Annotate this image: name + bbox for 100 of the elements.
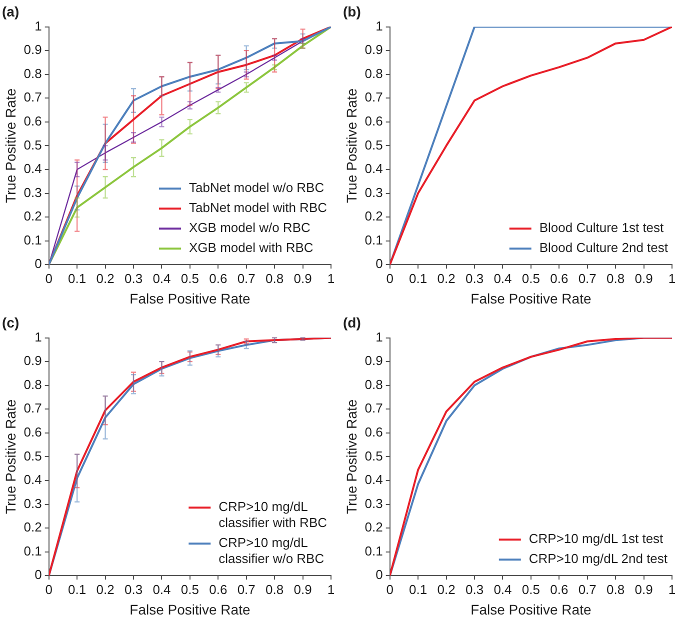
point [300, 42, 306, 49]
x-tick-label: 0.8 [266, 582, 284, 597]
x-tick-label: 0.9 [294, 270, 312, 286]
y-axis-title: True Positive Rate [2, 88, 18, 204]
y-tick-label: 1 [376, 329, 383, 344]
chart-title: (d) [343, 314, 361, 330]
x-tick-label: 1 [327, 582, 335, 597]
y-tick-label: 0.6 [24, 424, 42, 440]
x-tick-label: 0.3 [465, 270, 484, 286]
y-tick-label: 0.3 [364, 496, 383, 511]
x-tick-label: 0.1 [409, 270, 428, 286]
x-axis-title: False Positive Rate [130, 601, 250, 618]
y-axis-title: True Positive Rate [343, 399, 360, 514]
y-tick-label: 0.5 [364, 137, 383, 152]
y-tick-label: 0.3 [24, 496, 42, 511]
y-tick-label: 0.4 [24, 161, 42, 176]
y-tick-label: 0.5 [24, 448, 42, 464]
x-tick-label: 0.4 [152, 270, 171, 286]
x-tick-label: 0.5 [180, 582, 199, 597]
chart-title: (a) [2, 3, 20, 20]
y-tick-label: 0.7 [364, 90, 383, 105]
legend-label: XGB model w/o RBC [189, 220, 310, 236]
x-axis-title: False Positive Rate [130, 290, 250, 306]
y-tick-label: 0.2 [364, 208, 383, 224]
y-tick-label: 0.1 [364, 232, 383, 248]
y-tick-label: 0.1 [24, 232, 42, 248]
y-tick-label: 0.8 [364, 66, 383, 81]
x-tick-label: 0.6 [550, 582, 568, 597]
y-tick-label: 1 [376, 18, 383, 34]
y-tick-label: 0.8 [364, 376, 383, 392]
y-tick-label: 0.7 [364, 400, 383, 416]
x-tick-label: 0.7 [578, 270, 596, 286]
chart-title: (c) [2, 314, 20, 330]
x-tick-label: 0.8 [606, 582, 625, 597]
legend-label: Blood Culture 2nd test [539, 240, 668, 256]
x-axis-title: False Positive Rate [470, 290, 592, 306]
y-tick-label: 0.8 [24, 66, 42, 81]
y-tick-label: 0.2 [364, 520, 383, 535]
y-tick-label: 0.2 [24, 520, 42, 535]
legend-label: XGB model with RBC [189, 240, 314, 256]
x-tick-label: 1 [668, 270, 676, 286]
x-tick-label: 0.5 [522, 582, 540, 597]
x-tick-label: 0.3 [465, 582, 484, 597]
x-tick-label: 0 [386, 270, 394, 286]
y-tick-label: 0.5 [24, 137, 42, 152]
x-tick-label: 0.3 [124, 582, 143, 597]
x-tick-label: 0.1 [68, 270, 86, 286]
legend-label: TabNet model w/o RBC [189, 180, 324, 196]
y-tick-label: 0.8 [24, 376, 42, 392]
legend-label: TabNet model with RBC [189, 200, 327, 216]
y-tick-label: 0.6 [364, 424, 383, 440]
x-tick-label: 0.9 [294, 582, 312, 597]
y-tick-label: 0.3 [364, 184, 383, 200]
x-tick-label: 0.1 [68, 582, 86, 597]
x-tick-label: 0.4 [152, 582, 171, 597]
x-tick-label: 0 [45, 270, 52, 286]
x-tick-label: 0.4 [494, 270, 512, 286]
legend-label: CRP>10 mg/dL classifier w/o RBC [218, 535, 324, 566]
x-tick-label: 0.2 [96, 270, 114, 286]
y-tick-label: 1 [34, 329, 42, 344]
x-tick-label: 0.5 [522, 270, 540, 286]
x-tick-label: 0.8 [606, 270, 625, 286]
y-tick-label: 0.1 [24, 543, 42, 558]
x-tick-label: 0.6 [550, 270, 568, 286]
x-tick-label: 0.1 [409, 582, 428, 597]
y-tick-label: 1 [34, 18, 42, 34]
legend-label: Blood Culture 1st test [539, 220, 664, 236]
y-tick-label: 0.9 [24, 353, 42, 368]
y-tick-label: 0 [376, 256, 383, 272]
y-tick-label: 0.4 [364, 161, 383, 176]
y-tick-label: 0.5 [364, 448, 383, 464]
x-tick-label: 0.8 [266, 270, 284, 286]
y-axis-title: True Positive Rate [343, 88, 360, 204]
x-tick-label: 0.7 [237, 270, 256, 286]
legend-label: CRP>10 mg/dL classifier with RBC [218, 499, 328, 530]
y-tick-label: 0.1 [364, 543, 383, 558]
y-tick-label: 0.4 [364, 472, 383, 488]
chart-title: (b) [343, 3, 361, 20]
x-tick-label: 0 [386, 582, 394, 597]
y-tick-label: 0.4 [24, 472, 42, 488]
y-axis-title: True Positive Rate [2, 399, 18, 514]
legend-label: CRP>10 mg/dL 1st test [528, 531, 664, 546]
x-tick-label: 0.9 [634, 582, 653, 597]
x-axis-title: False Positive Rate [470, 601, 592, 618]
x-tick-label: 0.9 [634, 270, 653, 286]
y-tick-label: 0.9 [364, 42, 383, 58]
x-tick-label: 0.2 [96, 582, 114, 597]
y-tick-label: 0 [34, 567, 42, 582]
x-tick-label: 0 [45, 582, 52, 597]
y-tick-label: 0.6 [364, 114, 383, 128]
y-tick-label: 0.2 [24, 208, 42, 224]
y-tick-label: 0.3 [24, 184, 42, 200]
x-tick-label: 0.7 [237, 582, 256, 597]
y-tick-label: 0.9 [364, 353, 383, 368]
y-tick-label: 0.7 [24, 400, 42, 416]
x-tick-label: 0.5 [180, 270, 199, 286]
x-tick-label: 0.2 [437, 582, 456, 597]
y-tick-label: 0.6 [24, 114, 42, 128]
x-tick-label: 0.3 [124, 270, 143, 286]
x-tick-label: 0.6 [209, 582, 228, 597]
